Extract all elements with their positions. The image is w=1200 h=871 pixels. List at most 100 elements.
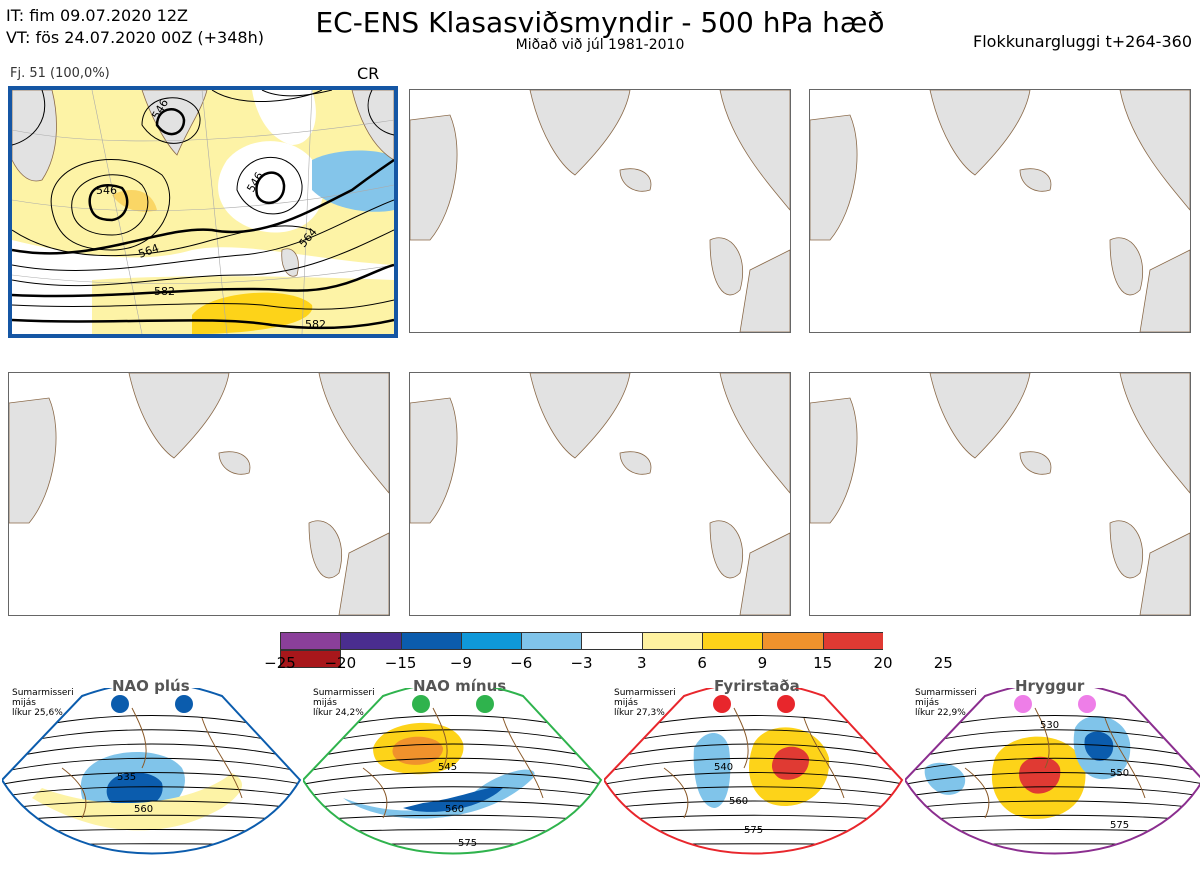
- regime-name: Fyrirstaða: [714, 677, 800, 695]
- coastline: [663, 707, 845, 819]
- anomaly-fill: [771, 746, 810, 780]
- map-panel-6[interactable]: [809, 372, 1191, 616]
- height-contour: [604, 814, 902, 823]
- regime-marker: [1014, 695, 1032, 713]
- height-contour: [604, 843, 902, 847]
- contour-label: 546: [96, 184, 117, 197]
- regime-name: Hryggur: [1015, 677, 1085, 695]
- height-contour: [905, 772, 1200, 787]
- map-panel-6-graphic: [810, 373, 1190, 615]
- regime-info: Sumarmisseri mijás líkur 22,9%: [915, 688, 977, 718]
- anomaly-fill: [693, 733, 731, 808]
- valid-time: VT: fös 24.07.2020 00Z (+348h): [6, 28, 264, 47]
- regime-marker: [713, 695, 731, 713]
- coastline: [964, 707, 1146, 819]
- colorbar-cell: [822, 632, 883, 650]
- regime-border: [2, 688, 302, 855]
- colorbar-cell: [340, 632, 401, 650]
- regime-marker: [476, 695, 494, 713]
- contour-label: 560: [729, 796, 748, 807]
- colorbar-cell: [280, 650, 342, 668]
- colorbar-tick-label: 3: [637, 654, 647, 672]
- colorbar-tick-label: −9: [449, 654, 472, 672]
- coastline: [362, 707, 544, 819]
- colorbar-cell: [762, 632, 823, 650]
- regime-name: NAO plús: [112, 677, 190, 695]
- contour-label: 575: [458, 838, 477, 849]
- anomaly-fill: [924, 762, 966, 795]
- regime-border: [604, 688, 904, 855]
- contour-label: 582: [305, 318, 326, 331]
- colorbar-tick-label: −6: [510, 654, 533, 672]
- height-contour: [303, 757, 601, 775]
- regime-map: 530 550 575: [905, 688, 1200, 855]
- colorbar-tick-label: 6: [697, 654, 707, 672]
- height-contour: [303, 786, 601, 799]
- anomaly-fill: [343, 769, 535, 819]
- regime-info: Sumarmisseri mijás líkur 27,3%: [614, 688, 676, 718]
- regime-thumbnail[interactable]: 535 560: [2, 688, 302, 871]
- regime-map: 540 560 575: [604, 688, 904, 855]
- colorbar-tick-label: −25: [264, 654, 296, 672]
- regime-code: CR: [357, 64, 380, 83]
- height-contour: [604, 786, 902, 799]
- regime-name: NAO mínus: [413, 677, 507, 695]
- regime-border: [303, 688, 603, 855]
- contour-label: 575: [744, 825, 763, 836]
- colorbar-tick-label: −3: [570, 654, 593, 672]
- map-panel-2[interactable]: [409, 89, 791, 333]
- init-time: IT: fim 09.07.2020 12Z: [6, 6, 188, 25]
- map-panel-3-graphic: [810, 90, 1190, 332]
- height-contour: [604, 743, 902, 763]
- map-panel-1-graphic: 546 546 546 564 564 582 582: [12, 90, 394, 334]
- map-panel-4-graphic: [9, 373, 389, 615]
- map-panel-3[interactable]: [809, 89, 1191, 333]
- height-contour: [905, 757, 1200, 775]
- classification-window: Flokkunargluggi t+264-360: [973, 32, 1192, 51]
- height-contour: [2, 829, 300, 835]
- colorbar-cell: [460, 632, 522, 650]
- height-contour: [2, 843, 300, 847]
- height-contour: [2, 772, 300, 787]
- height-contour: [303, 829, 601, 835]
- regime-thumbnail[interactable]: 545 560 575: [303, 688, 603, 871]
- height-contour: [303, 772, 601, 787]
- regime-border: [905, 688, 1200, 855]
- anomaly-fill: [106, 772, 163, 810]
- page-subtitle: Miðað við júl 1981-2010: [515, 37, 685, 53]
- colorbar-tick-label: 9: [757, 654, 768, 672]
- height-contour: [604, 772, 902, 787]
- contour-label: 545: [438, 762, 457, 773]
- contour-label: 550: [1110, 768, 1129, 779]
- regime-thumbnail[interactable]: 530 550 575: [905, 688, 1200, 871]
- map-panel-5[interactable]: [409, 372, 791, 616]
- height-contour: [303, 814, 601, 823]
- height-contour: [303, 843, 601, 847]
- height-contour: [2, 786, 300, 799]
- anomaly-fill: [392, 736, 443, 765]
- regime-thumbnail[interactable]: 540 560 575: [604, 688, 904, 871]
- anomaly-fill: [1084, 731, 1114, 761]
- colorbar-cell: [581, 632, 642, 650]
- height-contour: [2, 757, 300, 775]
- coastline: [61, 707, 243, 819]
- map-panel-1[interactable]: 546 546 546 564 564 582 582: [8, 86, 398, 338]
- map-panel-4[interactable]: [8, 372, 390, 616]
- colorbar-tick-label: −15: [384, 654, 417, 672]
- contour-label: 530: [1040, 720, 1059, 731]
- colorbar-cell: [641, 632, 703, 650]
- height-contour: [905, 800, 1200, 811]
- regime-marker: [175, 695, 193, 713]
- member-count: Fj. 51 (100,0%): [10, 66, 110, 81]
- colorbar: [280, 632, 943, 668]
- colorbar-tick-label: −20: [324, 654, 357, 672]
- regime-info: Sumarmisseri mijás líkur 24,2%: [313, 688, 375, 718]
- height-contour: [303, 743, 601, 763]
- contour-label: 535: [117, 772, 136, 783]
- height-contour: [2, 743, 300, 763]
- contour-label: 575: [1110, 820, 1129, 831]
- height-contour: [905, 843, 1200, 847]
- regime-map: 545 560 575: [303, 688, 603, 855]
- anomaly-fill: [403, 786, 503, 812]
- colorbar-cell: [521, 632, 582, 650]
